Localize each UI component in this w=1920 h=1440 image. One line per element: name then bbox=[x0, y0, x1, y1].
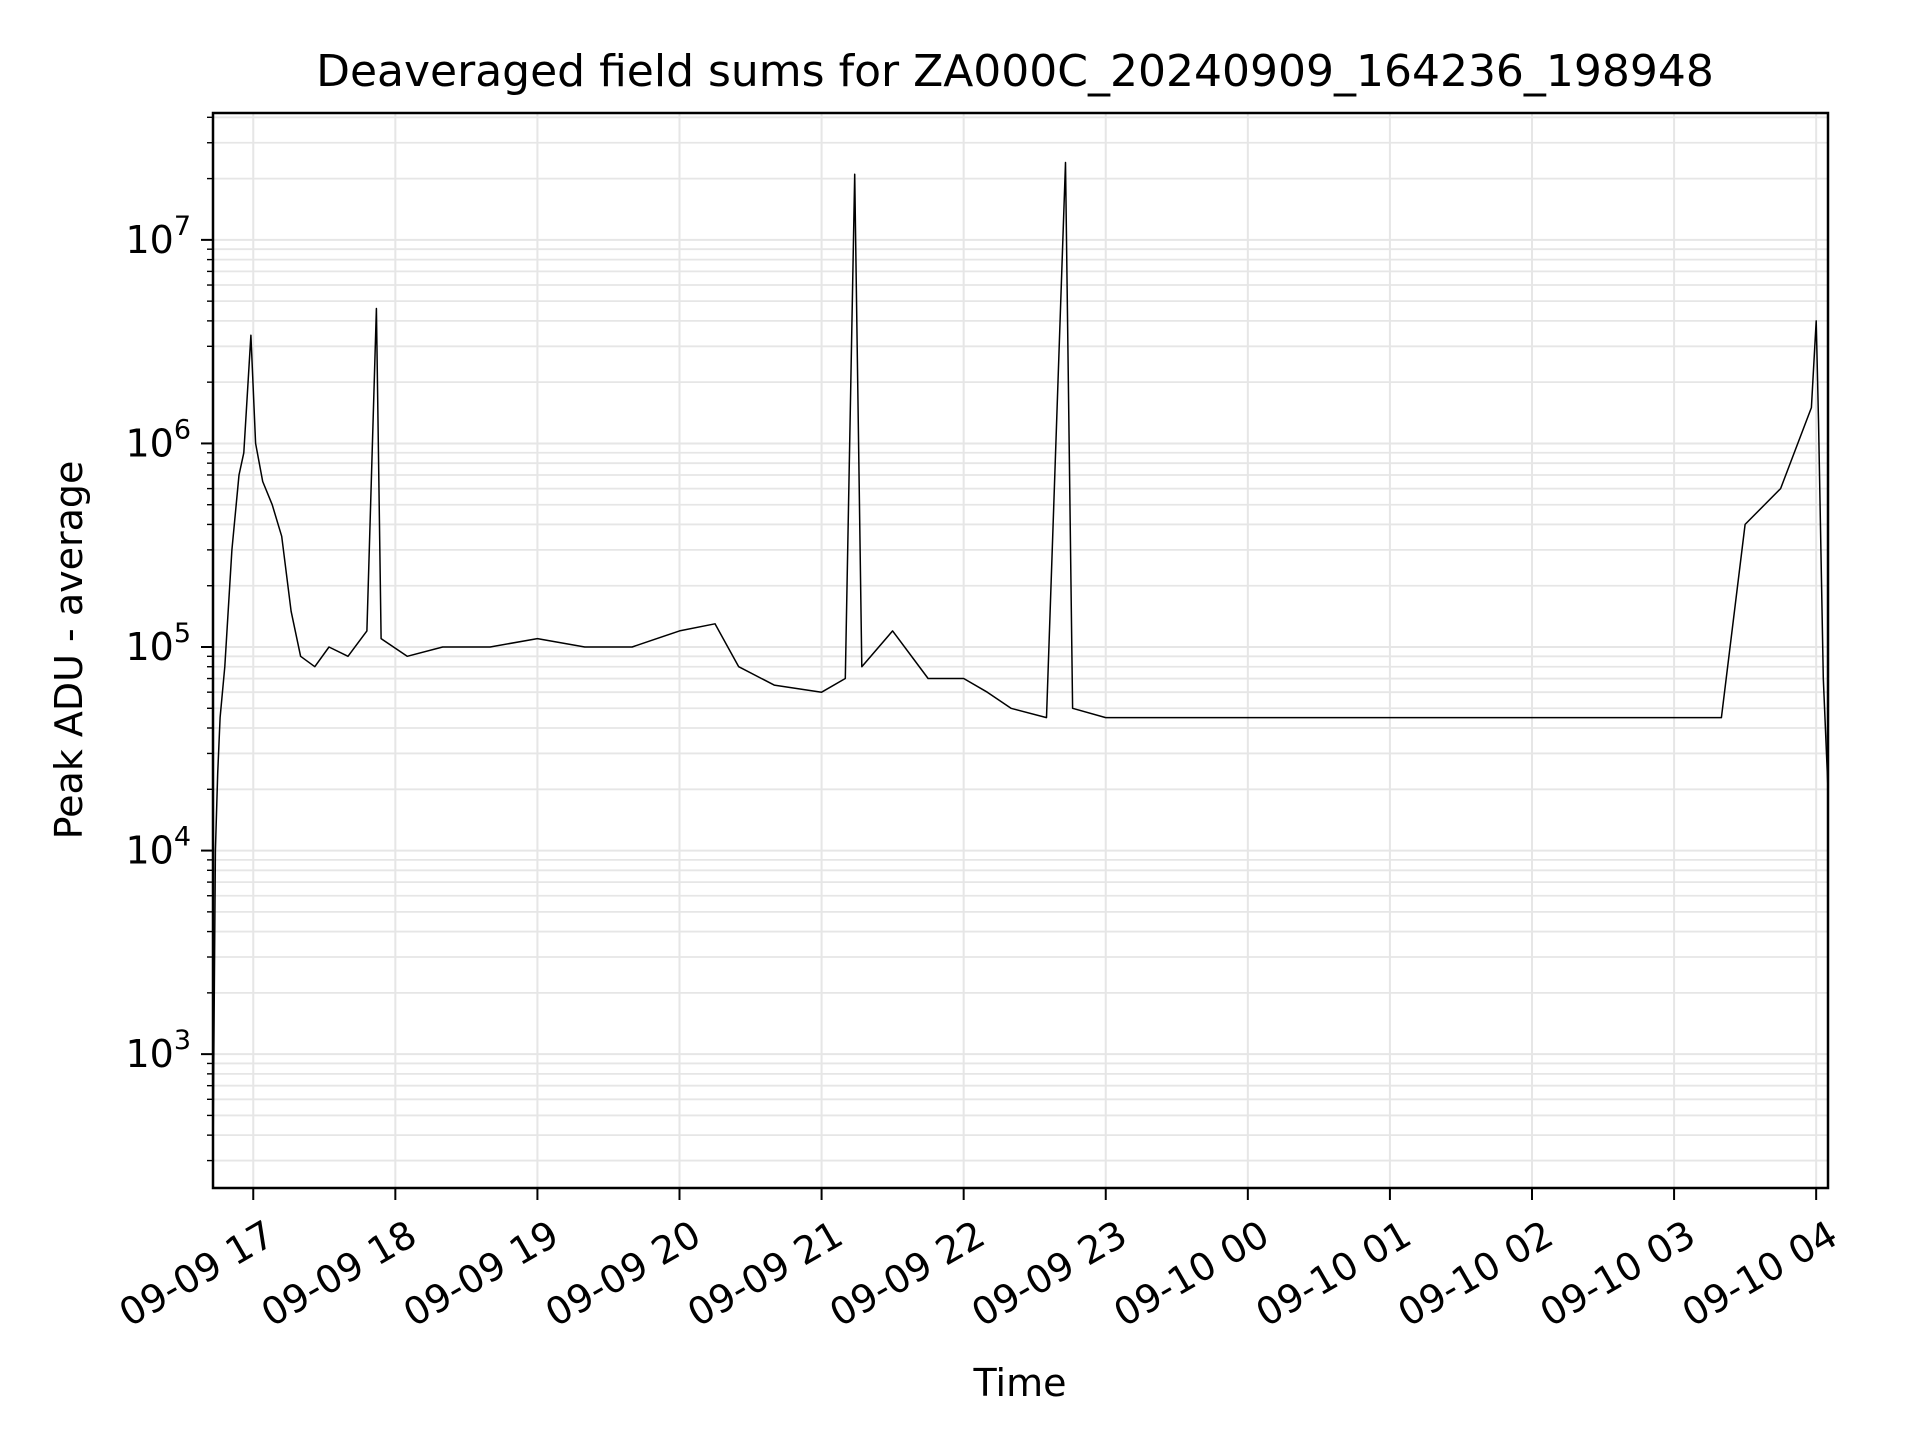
plot-area bbox=[213, 161, 1828, 1161]
y-tick-label: 105 bbox=[125, 618, 191, 669]
chart-title: Deaveraged field sums for ZA000C_2024090… bbox=[316, 46, 1714, 97]
grid bbox=[213, 113, 1828, 1188]
y-tick-label: 106 bbox=[125, 414, 191, 465]
plot-frame bbox=[211, 111, 1830, 1190]
x-axis-label: Time bbox=[973, 1361, 1067, 1405]
y-tick-label: 107 bbox=[125, 211, 191, 262]
y-tick-label: 104 bbox=[125, 822, 191, 873]
y-axis: 103 104 105 106 107 bbox=[125, 116, 213, 1162]
y-axis-label: Peak ADU - average bbox=[47, 461, 91, 840]
y-tick-label: 103 bbox=[125, 1025, 191, 1076]
series-line bbox=[213, 161, 1828, 1161]
